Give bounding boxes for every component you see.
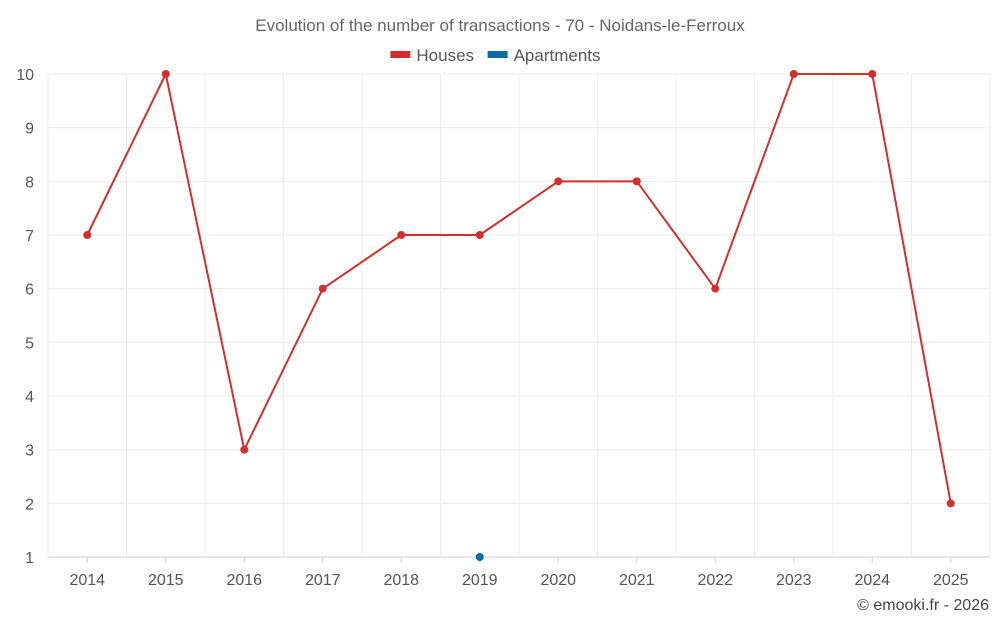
x-tick-label: 2018 [383,572,419,589]
legend-label: Apartments [514,46,601,65]
y-tick-label: 4 [25,389,34,406]
data-point[interactable] [789,70,798,78]
y-tick-label: 5 [25,335,34,352]
data-point[interactable] [868,70,877,78]
x-tick-label: 2020 [540,572,576,589]
series-line [86,70,952,504]
y-tick-label: 1 [25,550,34,567]
y-tick-label: 9 [25,121,34,138]
x-tick-label: 2019 [462,572,498,589]
data-point[interactable] [397,231,406,239]
y-tick-label: 3 [25,443,34,460]
x-tick-label: 2022 [697,572,733,589]
legend-swatch [390,51,411,58]
x-axis: 2014 2015 2016 2017 2018 2019 2020 2021 2022 2023… [69,557,969,589]
data-point[interactable] [554,177,563,186]
legend: Houses Apartments [390,46,601,65]
y-tick-label: 2 [25,496,34,513]
legend-item-apartments[interactable]: Apartments [487,46,601,65]
gridlines [47,73,991,558]
chart-title: Evolution of the number of transactions … [255,16,745,35]
series-apartments [475,553,484,561]
legend-label: Houses [416,46,474,65]
data-point[interactable] [161,70,170,78]
y-tick-label: 7 [25,228,34,245]
y-tick-label: 10 [16,67,34,84]
x-tick-label: 2025 [933,572,969,589]
legend-swatch [487,51,508,58]
x-tick-label: 2016 [226,572,262,589]
data-point[interactable] [240,445,249,454]
x-tick-label: 2024 [854,572,890,589]
x-tick-label: 2023 [776,572,812,589]
data-point[interactable] [318,284,327,293]
y-tick-label: 8 [25,174,34,191]
y-axis: 1 2 3 4 5 6 7 8 9 10 [16,67,34,567]
data-point[interactable] [946,499,955,508]
series-houses [83,70,955,508]
x-tick-label: 2014 [69,572,105,589]
x-tick-label: 2015 [148,572,184,589]
y-tick-label: 6 [25,282,34,299]
data-point[interactable] [475,231,484,239]
x-tick-label: 2021 [619,572,655,589]
series-layer [83,70,955,561]
data-point[interactable] [475,553,484,561]
x-tick-label: 2017 [305,572,341,589]
legend-item-houses[interactable]: Houses [390,46,474,65]
data-point[interactable] [632,177,641,186]
credit-text: © emooki.fr - 2026 [857,597,989,614]
data-point[interactable] [83,231,92,239]
data-point[interactable] [711,284,720,293]
